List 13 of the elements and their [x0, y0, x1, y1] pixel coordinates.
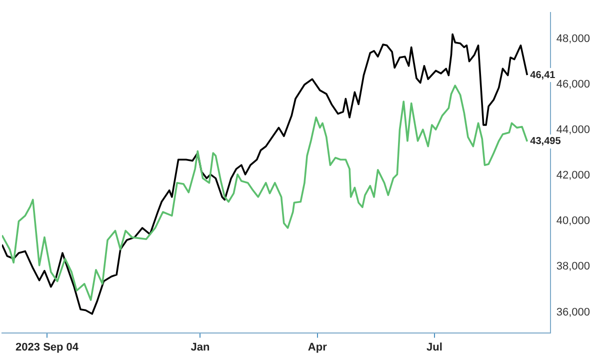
x-tick-label: Jan [190, 341, 210, 354]
y-tick-label: 40,000 [556, 215, 590, 228]
y-tick-label: 44,000 [556, 124, 590, 136]
x-tick-label: Jul [426, 341, 442, 354]
y-tick-label: 38,000 [556, 260, 590, 273]
x-tick-label: 2023 Sep 04 [16, 341, 80, 354]
x-tick-label: Apr [308, 341, 328, 354]
y-tick-label: 42,000 [556, 170, 590, 182]
y-tick-label: 48,000 [556, 32, 590, 45]
y-tick-label: 46,000 [556, 78, 590, 90]
y-tick-label: 36,000 [556, 306, 590, 318]
annotation: 46,41 [530, 70, 556, 81]
annotation: 43,495 [530, 136, 562, 148]
